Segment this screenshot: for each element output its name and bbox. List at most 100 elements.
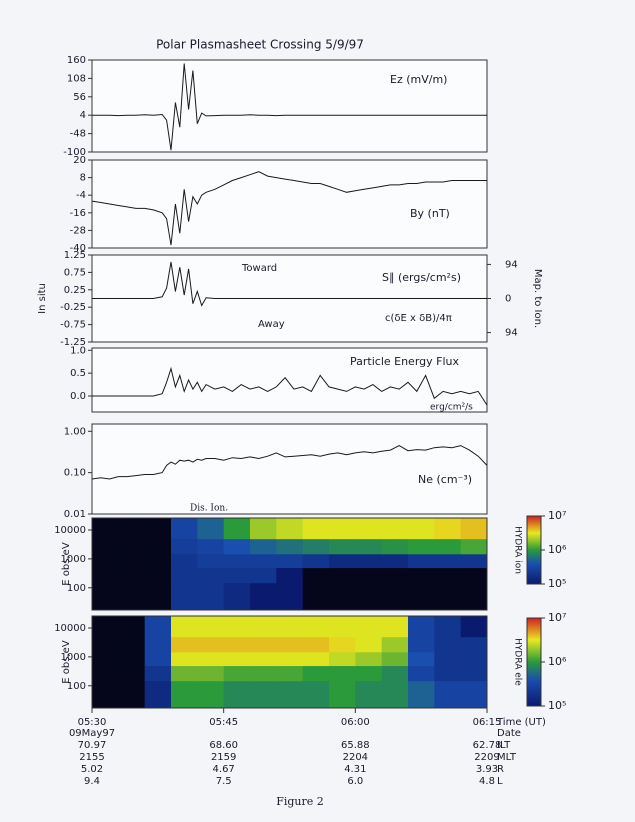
heat-cell bbox=[408, 553, 435, 569]
heat-cell bbox=[223, 567, 251, 584]
colorbar-tick-label: 10⁶ bbox=[548, 543, 567, 556]
heat-cell bbox=[329, 651, 356, 667]
y-tick-label: 0.5 bbox=[70, 368, 86, 379]
ephemeris-value: 62.78 bbox=[473, 740, 502, 751]
ephemeris-value: 4.67 bbox=[213, 764, 235, 775]
ephemeris-value: 70.97 bbox=[78, 740, 107, 751]
heat-cell bbox=[276, 636, 304, 653]
y2-tick-label: 94 bbox=[505, 328, 518, 339]
y-tick-label: 1.0 bbox=[70, 345, 86, 356]
heat-cell bbox=[408, 665, 435, 682]
data-line bbox=[92, 63, 487, 151]
heat-cell bbox=[329, 567, 356, 584]
heat-cell bbox=[118, 665, 146, 682]
heat-cell bbox=[329, 665, 356, 682]
heat-cell bbox=[355, 567, 383, 584]
heat-cell bbox=[92, 582, 119, 611]
heat-cell bbox=[302, 582, 330, 611]
y-tick-label: 56 bbox=[73, 92, 86, 103]
heat-cell bbox=[223, 636, 251, 653]
heat-cell bbox=[118, 567, 146, 584]
heat-cell bbox=[250, 582, 277, 611]
y-tick-label: 8 bbox=[80, 173, 86, 184]
heat-cell bbox=[250, 616, 277, 638]
heat-cell bbox=[408, 636, 435, 653]
heat-cell bbox=[329, 582, 356, 611]
heat-cell bbox=[355, 651, 383, 667]
heat-cell bbox=[171, 553, 198, 569]
colorbar-tick-label: 10⁶ bbox=[548, 655, 567, 668]
heat-cell bbox=[381, 636, 409, 653]
heat-cell bbox=[408, 582, 435, 611]
heat-cell bbox=[302, 518, 330, 540]
heat-cell bbox=[250, 651, 277, 667]
heat-cell bbox=[460, 636, 488, 653]
ephemeris-value: 2204 bbox=[343, 752, 368, 763]
heat-cell bbox=[381, 538, 409, 555]
y-tick-label: -0.25 bbox=[60, 302, 86, 313]
heat-cell bbox=[355, 582, 383, 611]
row-label: MLT bbox=[497, 752, 517, 763]
heat-cell bbox=[92, 616, 119, 638]
y-tick-label: 10000 bbox=[54, 525, 86, 536]
y-tick-label: 0.25 bbox=[64, 285, 86, 296]
heat-cell bbox=[355, 616, 383, 638]
heat-cell bbox=[329, 636, 356, 653]
heat-cell bbox=[171, 518, 198, 540]
heat-cell bbox=[144, 651, 172, 667]
heat-cell bbox=[381, 518, 409, 540]
chart-title: Polar Plasmasheet Crossing 5/9/97 bbox=[156, 38, 364, 52]
heat-cell bbox=[408, 651, 435, 667]
heat-cell bbox=[171, 665, 198, 682]
heat-cell bbox=[434, 680, 462, 709]
colorbar-tick-label: 10⁵ bbox=[548, 577, 566, 590]
heat-cell bbox=[408, 567, 435, 584]
heat-cell bbox=[381, 680, 409, 709]
x-tick-label: 06:15 bbox=[473, 717, 502, 728]
colorbar-tick-label: 10⁷ bbox=[548, 611, 566, 624]
heat-cell bbox=[223, 616, 251, 638]
heat-cell bbox=[250, 636, 277, 653]
heat-cell bbox=[144, 538, 172, 555]
panel-label: Particle Energy Flux bbox=[350, 355, 460, 368]
panel-frame bbox=[91, 59, 488, 153]
heat-cell bbox=[434, 636, 462, 653]
heat-cell bbox=[381, 651, 409, 667]
heat-cell bbox=[329, 538, 356, 555]
heat-cell bbox=[329, 680, 356, 709]
ephemeris-value: 5.02 bbox=[81, 764, 103, 775]
heat-cell bbox=[223, 665, 251, 682]
ephemeris-value: 2159 bbox=[211, 752, 236, 763]
heat-cell bbox=[223, 680, 251, 709]
heat-cell bbox=[302, 651, 330, 667]
ephemeris-value: 4.8 bbox=[479, 776, 495, 787]
heat-cell bbox=[460, 665, 488, 682]
annotation: c(δE x δB)/4π bbox=[385, 313, 452, 324]
heat-cell bbox=[92, 665, 119, 682]
y-tick-label: -0.75 bbox=[60, 320, 86, 331]
heat-cell bbox=[171, 636, 198, 653]
heat-cell bbox=[276, 518, 304, 540]
y-tick-label: 100 bbox=[67, 681, 86, 692]
heat-cell bbox=[355, 518, 383, 540]
annotation: Away bbox=[258, 319, 285, 330]
heat-cell bbox=[460, 567, 488, 584]
y2-tick-label: 0 bbox=[505, 294, 511, 305]
date-label: 09May97 bbox=[69, 728, 115, 739]
heat-cell bbox=[144, 616, 172, 638]
heat-cell bbox=[197, 518, 225, 540]
heat-cell bbox=[171, 680, 198, 709]
ephemeris-value: 3.93 bbox=[476, 764, 498, 775]
heat-cell bbox=[223, 582, 251, 611]
heat-cell bbox=[250, 518, 277, 540]
annotation: Dis. Ion. bbox=[190, 504, 228, 514]
y-tick-label: 1000 bbox=[61, 652, 86, 663]
heat-cell bbox=[355, 665, 383, 682]
heat-cell bbox=[276, 567, 304, 584]
heat-cell bbox=[302, 538, 330, 555]
caption: Figure 2 bbox=[276, 795, 324, 808]
heat-cell bbox=[171, 651, 198, 667]
heat-cell bbox=[223, 538, 251, 555]
heat-cell bbox=[197, 616, 225, 638]
